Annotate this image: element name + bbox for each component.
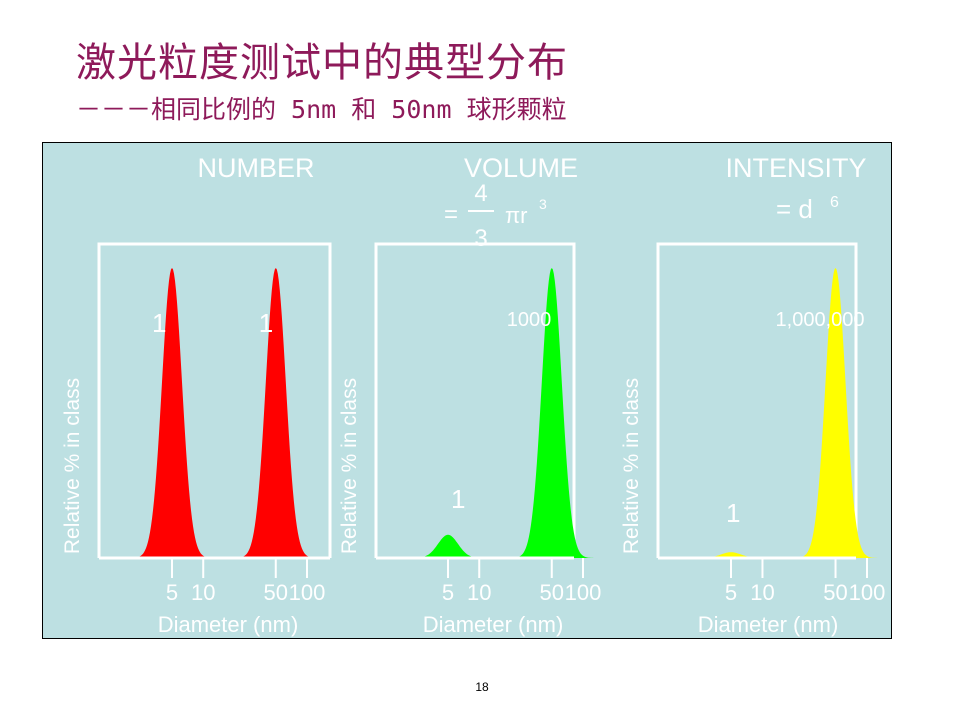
formula-exponent: 3: [539, 196, 547, 212]
distribution-peak: [233, 268, 318, 558]
distribution-peak: [689, 552, 773, 558]
axis-frame: [97, 242, 332, 558]
formula-pi-r: πr: [505, 203, 528, 228]
panel-title: INTENSITY: [725, 153, 866, 183]
peak-label: 1: [451, 484, 465, 514]
x-tick-label: 100: [289, 580, 326, 605]
x-tick-label: 5: [166, 580, 178, 605]
x-tick-label: 10: [467, 580, 491, 605]
x-axis-label: Diameter (nm): [158, 612, 299, 637]
panel-title: VOLUME: [464, 153, 578, 183]
peak-label: 1,000,000: [776, 309, 865, 331]
x-axis-label: Diameter (nm): [698, 612, 839, 637]
formula-denominator: 3: [474, 225, 487, 252]
axis-frame: [656, 242, 858, 558]
y-axis-label: Relative % in class: [620, 378, 643, 554]
y-axis-label: Relative % in class: [61, 378, 84, 554]
x-tick-label: 100: [565, 580, 602, 605]
x-tick-label: 100: [849, 580, 886, 605]
x-tick-label: 10: [191, 580, 215, 605]
y-axis-label: Relative % in class: [338, 378, 361, 554]
distribution-peak: [793, 268, 878, 558]
peak-label: 1: [726, 498, 740, 528]
page-title: 激光粒度测试中的典型分布: [76, 40, 568, 86]
formula-equals: =: [444, 201, 458, 228]
page-number: 18: [475, 680, 489, 694]
x-axis-label: Diameter (nm): [423, 612, 564, 637]
x-tick-label: 50: [540, 580, 564, 605]
distribution-peak: [406, 534, 490, 558]
distribution-peak: [130, 268, 214, 558]
x-tick-label: 10: [750, 580, 774, 605]
page-subtitle: －－－相同比例的 5nm 和 50nm 球形颗粒: [76, 95, 567, 124]
peak-label: 1: [152, 308, 166, 338]
x-tick-label: 50: [823, 580, 847, 605]
axis-frame: [374, 242, 576, 558]
peak-label: 1000: [507, 309, 551, 331]
x-tick-label: 5: [442, 580, 454, 605]
formula-numerator: 4: [474, 180, 487, 207]
chart-figure: NUMBER Relative % in class 1 1 5 10 50 100 Diame…: [42, 142, 892, 639]
distribution-peak: [509, 268, 594, 558]
x-tick-label: 50: [264, 580, 288, 605]
panel-title: NUMBER: [197, 153, 314, 183]
formula-text: = d: [776, 194, 813, 224]
formula-exponent: 6: [830, 194, 839, 211]
x-tick-label: 5: [725, 580, 737, 605]
peak-label: 1: [259, 308, 273, 338]
